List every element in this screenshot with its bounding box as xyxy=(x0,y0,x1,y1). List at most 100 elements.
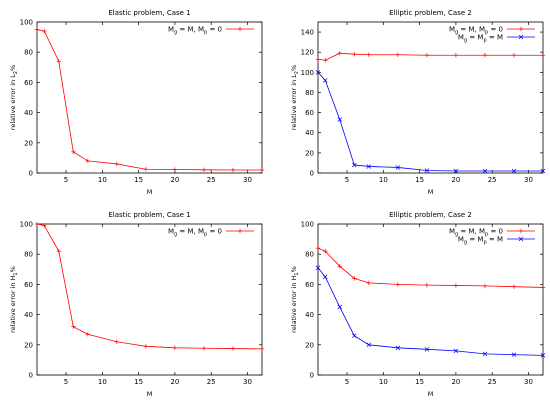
plot-frame xyxy=(36,21,263,174)
x-tick-label: 15 xyxy=(415,176,424,184)
data-point xyxy=(337,304,343,310)
x-tick-label: 10 xyxy=(98,176,107,184)
data-point xyxy=(143,167,149,172)
chart-panel-4: Elliptic problem, Case 2 5 10 15 20 25 30 0 20 40… xyxy=(290,211,546,398)
data-point xyxy=(323,274,328,280)
chart-title: Elastic problem, Case 1 xyxy=(108,9,190,17)
data-point xyxy=(366,52,372,57)
data-point xyxy=(453,168,459,174)
data-point xyxy=(56,59,61,64)
y-tick-label: 20 xyxy=(305,341,314,349)
y-tick-label: 100 xyxy=(301,221,314,229)
data-point xyxy=(395,165,401,170)
data-point xyxy=(337,264,342,269)
x-tick-label: 5 xyxy=(64,378,68,386)
y-tick-label: 0 xyxy=(29,372,33,380)
data-point xyxy=(482,283,488,289)
chart-panel-1: Elastic problem, Case 1 5 10 15 20 25 30 0 20 40 6… xyxy=(9,9,265,196)
data-point xyxy=(315,245,321,251)
data-point xyxy=(172,167,178,172)
data-point xyxy=(453,283,459,288)
data-point xyxy=(114,161,120,167)
x-axis-label: M xyxy=(428,390,434,398)
data-point xyxy=(540,53,546,58)
y-axis-label: relative error in H1% xyxy=(9,266,19,333)
y-tick-label: 20 xyxy=(24,139,33,147)
data-point xyxy=(114,339,120,344)
data-point xyxy=(395,52,401,57)
data-point xyxy=(511,53,517,58)
legend-marker xyxy=(518,34,524,40)
data-point xyxy=(453,348,459,354)
y-tick-label: 80 xyxy=(305,89,314,97)
data-point xyxy=(230,346,236,351)
data-point xyxy=(315,265,321,271)
x-tick-label: 10 xyxy=(379,378,388,386)
y-tick-label: 0 xyxy=(310,170,314,178)
series-line-2 xyxy=(317,267,544,356)
plot-frame xyxy=(36,223,263,376)
data-point xyxy=(172,345,178,351)
data-point xyxy=(511,284,517,289)
data-point xyxy=(259,167,265,173)
x-tick-label: 25 xyxy=(207,176,216,184)
data-point xyxy=(34,221,40,227)
x-tick-label: 30 xyxy=(524,176,533,184)
y-tick-label: 40 xyxy=(305,129,314,137)
y-tick-label: 40 xyxy=(24,311,33,319)
data-point xyxy=(482,351,488,357)
x-tick-label: 20 xyxy=(451,378,460,386)
x-tick-label: 15 xyxy=(134,176,143,184)
y-tick-label: 40 xyxy=(24,109,33,117)
y-tick-label: 0 xyxy=(29,170,33,178)
x-tick-label: 25 xyxy=(488,176,497,184)
x-tick-label: 30 xyxy=(243,378,252,386)
legend-label-2: Mg = Mp = M xyxy=(458,34,503,44)
data-point xyxy=(366,342,372,348)
data-point xyxy=(424,282,430,288)
data-point xyxy=(366,164,372,169)
y-tick-label: 60 xyxy=(24,281,33,289)
data-point xyxy=(366,280,372,286)
data-point xyxy=(482,168,488,174)
x-tick-label: 30 xyxy=(524,378,533,386)
data-point xyxy=(42,28,47,34)
data-point xyxy=(540,285,546,290)
data-point xyxy=(323,58,328,63)
data-point xyxy=(540,353,546,358)
y-tick-label: 20 xyxy=(305,149,314,157)
y-tick-label: 20 xyxy=(24,341,33,349)
legend-label-1: Mg = M, Mp = 0 xyxy=(449,26,503,36)
y-tick-label: 100 xyxy=(301,69,314,77)
data-point xyxy=(482,53,488,58)
series-line-1 xyxy=(317,52,543,61)
y-tick-label: 40 xyxy=(305,311,314,319)
plot-frame xyxy=(317,223,544,376)
y-tick-label: 60 xyxy=(305,109,314,117)
x-tick-label: 25 xyxy=(207,378,216,386)
x-axis-label: M xyxy=(428,188,434,196)
series-line-1 xyxy=(317,247,544,288)
y-tick-label: 120 xyxy=(301,49,314,57)
data-point xyxy=(453,53,459,58)
x-tick-label: 10 xyxy=(98,378,107,386)
data-point xyxy=(337,117,343,122)
data-point xyxy=(395,345,401,351)
y-tick-label: 0 xyxy=(310,372,314,380)
data-point xyxy=(424,168,430,173)
data-point xyxy=(85,158,91,164)
data-point xyxy=(71,324,76,329)
y-tick-label: 140 xyxy=(301,29,314,37)
x-tick-label: 15 xyxy=(134,378,143,386)
y-axis-label: relative error in H1% xyxy=(290,266,300,333)
data-point xyxy=(337,51,342,56)
data-point xyxy=(511,168,517,174)
data-point xyxy=(315,57,321,62)
plot-frame xyxy=(317,21,544,174)
x-tick-label: 20 xyxy=(451,176,460,184)
y-tick-label: 80 xyxy=(24,251,33,259)
chart-panel-2: Elliptic problem, Case 2 5 10 15 20 25 30 0 20 40… xyxy=(290,9,546,196)
chart-title: Elliptic problem, Case 2 xyxy=(389,9,472,17)
data-point xyxy=(352,333,357,338)
